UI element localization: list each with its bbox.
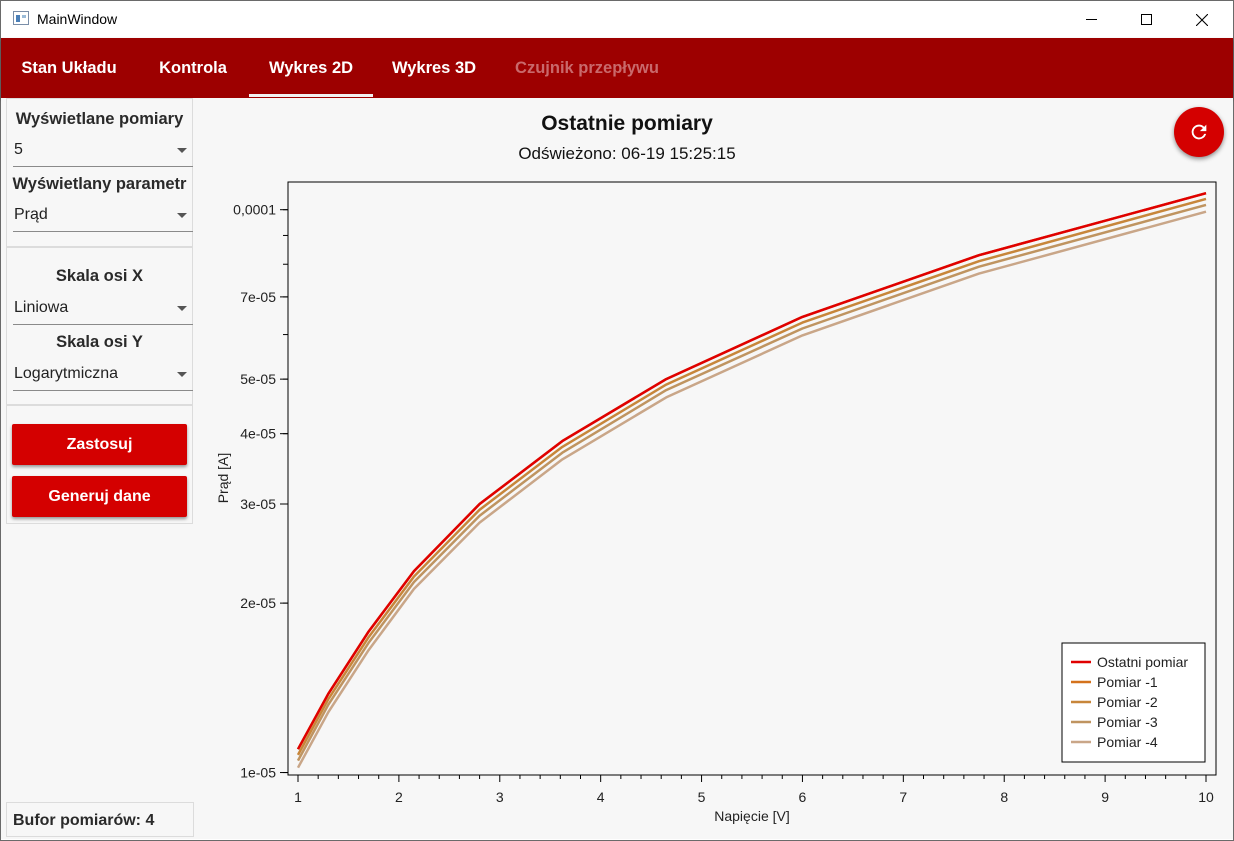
tab-czujnik-przeplywu: Czujnik przepływu — [515, 59, 659, 77]
close-icon — [1196, 13, 1208, 26]
x-axis-scale-label: Skala osi X — [55, 267, 144, 285]
minimize-icon — [1085, 19, 1097, 20]
chart-subtitle: Odświeżono: 06-19 15:25:15 — [518, 144, 736, 163]
active-tab-indicator — [249, 94, 373, 97]
close-button[interactable] — [1179, 1, 1225, 38]
generate-data-button[interactable]: Generuj dane — [12, 476, 187, 517]
axis-scale-panel: Skala osi X Liniowa Skala osi Y Logarytm… — [6, 247, 193, 405]
dropdown-arrow-icon — [177, 148, 187, 153]
displayed-measurements-label: Wyświetlane pomiary — [15, 110, 184, 128]
tab-bar: Stan Układu Kontrola Wykres 2D Wykres 3D… — [1, 38, 1233, 98]
actions-panel: Zastosuj Generuj dane — [6, 405, 193, 524]
window-title: MainWindow — [37, 11, 118, 27]
x-axis-scale-select[interactable]: Liniowa — [13, 294, 193, 325]
x-axis-scale-value: Liniowa — [14, 299, 69, 316]
buffer-status-box: Bufor pomiarów: 4 — [6, 802, 194, 837]
tab-wykres-3d[interactable]: Wykres 3D — [391, 59, 477, 77]
title-bar[interactable]: MainWindow — [1, 1, 1233, 38]
apply-button[interactable]: Zastosuj — [12, 424, 187, 465]
refresh-button[interactable] — [1174, 107, 1224, 157]
dropdown-arrow-icon — [177, 213, 187, 218]
displayed-parameter-label: Wyświetlany parametr — [12, 175, 187, 193]
y-axis-scale-select[interactable]: Logarytmiczna — [13, 360, 193, 391]
displayed-parameter-select[interactable]: Prąd — [13, 201, 193, 232]
tab-wykres-2d[interactable]: Wykres 2D — [268, 59, 354, 77]
y-axis-scale-label: Skala osi Y — [56, 333, 143, 351]
minimize-button[interactable] — [1068, 1, 1114, 38]
y-axis-scale-value: Logarytmiczna — [14, 365, 119, 382]
displayed-parameter-value: Prąd — [14, 206, 48, 223]
maximize-icon — [1140, 14, 1152, 25]
tab-stan-ukladu[interactable]: Stan Układu — [21, 59, 117, 77]
app-window-icon — [13, 11, 29, 25]
refresh-icon — [1191, 124, 1207, 140]
displayed-measurements-select[interactable]: 5 — [13, 136, 193, 167]
chart-title: Ostatnie pomiary — [541, 112, 713, 135]
display-settings-panel: Wyświetlane pomiary 5 Wyświetlany parame… — [6, 98, 193, 247]
displayed-measurements-value: 5 — [14, 141, 23, 158]
buffer-status: Bufor pomiarów: 4 — [13, 812, 155, 829]
maximize-button[interactable] — [1123, 1, 1169, 38]
main-content: Wyświetlane pomiary 5 Wyświetlany parame… — [1, 98, 1233, 839]
dropdown-arrow-icon — [177, 372, 187, 377]
tab-kontrola[interactable]: Kontrola — [159, 59, 227, 77]
dropdown-arrow-icon — [177, 306, 187, 311]
